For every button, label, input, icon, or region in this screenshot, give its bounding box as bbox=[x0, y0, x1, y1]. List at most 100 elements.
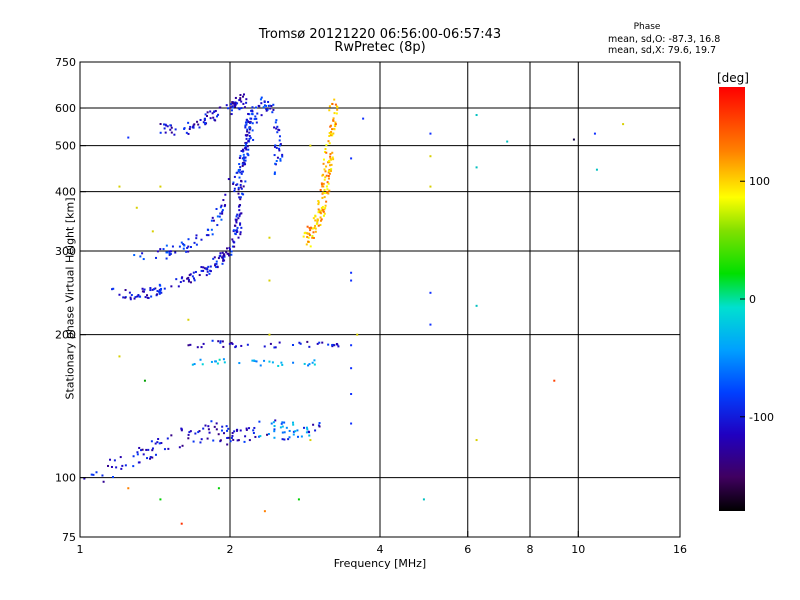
data-point bbox=[336, 105, 339, 108]
data-point bbox=[198, 430, 201, 433]
data-point bbox=[475, 114, 478, 117]
data-point bbox=[170, 126, 173, 129]
data-point bbox=[306, 340, 309, 343]
data-point bbox=[211, 233, 214, 236]
data-point bbox=[223, 432, 226, 435]
data-point bbox=[475, 439, 478, 442]
data-point bbox=[205, 114, 208, 117]
data-point bbox=[319, 188, 322, 191]
data-point bbox=[350, 279, 353, 282]
data-point bbox=[263, 510, 266, 513]
data-point bbox=[142, 453, 145, 456]
data-point bbox=[198, 274, 201, 277]
data-point bbox=[244, 124, 247, 127]
data-point bbox=[312, 231, 315, 234]
data-point bbox=[320, 209, 323, 212]
data-point bbox=[294, 430, 297, 433]
data-point bbox=[321, 205, 324, 208]
data-point bbox=[312, 423, 315, 426]
data-point bbox=[231, 431, 234, 434]
y-tick-label: 300 bbox=[55, 245, 76, 258]
data-point bbox=[213, 256, 216, 259]
data-point bbox=[129, 298, 132, 301]
data-point bbox=[187, 245, 190, 248]
data-point bbox=[136, 451, 139, 454]
data-point bbox=[242, 102, 245, 105]
data-point bbox=[237, 170, 240, 173]
data-point bbox=[475, 304, 478, 307]
data-point bbox=[328, 168, 331, 171]
data-point bbox=[322, 210, 325, 213]
data-point bbox=[151, 230, 154, 233]
data-point bbox=[239, 154, 242, 157]
data-point bbox=[181, 444, 184, 447]
data-point bbox=[327, 177, 330, 180]
data-point bbox=[308, 227, 311, 230]
data-point bbox=[168, 250, 171, 253]
data-point bbox=[506, 140, 509, 143]
data-point bbox=[151, 288, 154, 291]
data-point bbox=[553, 379, 556, 382]
data-point bbox=[327, 174, 330, 177]
data-point bbox=[240, 100, 243, 103]
data-point bbox=[262, 106, 265, 109]
data-point bbox=[225, 251, 228, 254]
data-point bbox=[222, 257, 225, 260]
data-point bbox=[309, 226, 312, 229]
data-point bbox=[200, 238, 203, 241]
data-point bbox=[245, 101, 248, 104]
data-point bbox=[219, 106, 222, 109]
data-point bbox=[268, 333, 271, 336]
data-point bbox=[223, 205, 226, 208]
data-point bbox=[219, 340, 222, 343]
data-point bbox=[246, 119, 249, 122]
data-point bbox=[163, 448, 166, 451]
stats-heading: Phase bbox=[633, 22, 661, 32]
data-point bbox=[249, 136, 252, 139]
data-point bbox=[160, 291, 163, 294]
data-point bbox=[308, 363, 311, 366]
data-point bbox=[231, 238, 234, 241]
data-point bbox=[240, 212, 243, 215]
data-point bbox=[230, 341, 233, 344]
data-point bbox=[241, 170, 244, 173]
data-point bbox=[243, 93, 246, 96]
data-point bbox=[278, 147, 281, 150]
data-point bbox=[156, 250, 159, 253]
data-point bbox=[202, 121, 205, 124]
data-point bbox=[221, 262, 224, 265]
data-point bbox=[326, 191, 329, 194]
data-point bbox=[240, 187, 243, 190]
data-point bbox=[356, 333, 359, 336]
data-point bbox=[216, 215, 219, 218]
data-point bbox=[214, 263, 217, 266]
data-point bbox=[322, 214, 325, 217]
data-point bbox=[327, 170, 330, 173]
data-point bbox=[217, 340, 220, 343]
data-point bbox=[182, 279, 185, 282]
data-point bbox=[245, 121, 248, 124]
data-point bbox=[235, 221, 238, 224]
data-point bbox=[235, 215, 238, 218]
data-point bbox=[254, 106, 257, 109]
data-point bbox=[230, 253, 233, 256]
data-point bbox=[326, 188, 329, 191]
data-point bbox=[322, 173, 325, 176]
data-point bbox=[141, 448, 144, 451]
data-point bbox=[276, 156, 279, 159]
data-point bbox=[215, 260, 218, 263]
data-point bbox=[209, 110, 212, 113]
data-point bbox=[164, 123, 167, 126]
data-point bbox=[238, 176, 241, 179]
data-point bbox=[221, 251, 224, 254]
data-point bbox=[118, 185, 121, 188]
data-point bbox=[281, 155, 284, 158]
data-point bbox=[180, 522, 183, 525]
data-point bbox=[165, 257, 168, 260]
data-point bbox=[238, 163, 241, 166]
data-point bbox=[182, 243, 185, 246]
data-point bbox=[244, 435, 247, 438]
data-point bbox=[331, 156, 334, 159]
data-point bbox=[238, 156, 241, 159]
